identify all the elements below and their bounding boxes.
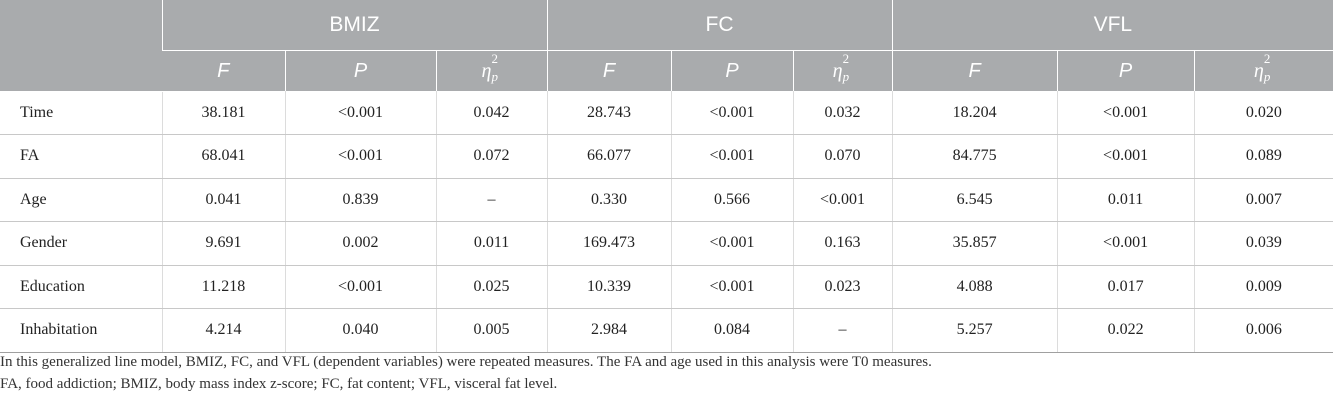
table-cell: 0.072 <box>435 134 548 179</box>
table-cell: 0.330 <box>546 178 672 222</box>
table-cell: 0.022 <box>1056 308 1195 353</box>
table-row: FA 68.041 <0.001 0.072 66.077 <0.001 0.0… <box>0 134 1333 179</box>
group-header-bmiz: BMIZ <box>161 0 548 51</box>
table-cell: 4.214 <box>161 308 285 353</box>
table-row: Age 0.041 0.839 – 0.330 0.566 <0.001 6.5… <box>0 178 1333 222</box>
table-cell: <0.001 <box>1056 91 1195 135</box>
table-cell: 10.339 <box>546 265 672 309</box>
table-cell: 169.473 <box>546 221 672 266</box>
table-row: Education 11.218 <0.001 0.025 10.339 <0.… <box>0 265 1333 309</box>
table-cell: 0.011 <box>1056 178 1195 222</box>
table-cell: 0.163 <box>792 221 893 266</box>
group-header-vfl: VFL <box>891 0 1333 51</box>
table-cell: 0.023 <box>792 265 893 309</box>
row-label: FA <box>0 134 162 179</box>
footnote-model-description: In this generalized line model, BMIZ, FC… <box>0 354 932 370</box>
table-cell: <0.001 <box>284 134 436 179</box>
table-cell: <0.001 <box>792 178 893 222</box>
table-cell: <0.001 <box>1056 134 1195 179</box>
row-label: Time <box>0 91 162 135</box>
table-cell: 0.040 <box>284 308 436 353</box>
table-cell: 0.005 <box>435 308 548 353</box>
table-cell: 28.743 <box>546 91 672 135</box>
table-row: Time 38.181 <0.001 0.042 28.743 <0.001 0… <box>0 91 1333 135</box>
table-cell: – <box>435 178 548 222</box>
table-cell: 84.775 <box>891 134 1058 179</box>
stat-header-p: P <box>284 50 436 91</box>
table-cell: 0.017 <box>1056 265 1195 309</box>
table-cell: 0.020 <box>1193 91 1333 135</box>
table-cell: 9.691 <box>161 221 285 266</box>
stat-header-f: F <box>162 50 285 91</box>
table-cell: <0.001 <box>670 221 794 266</box>
row-label: Inhabitation <box>0 308 162 353</box>
table-cell: 38.181 <box>161 91 285 135</box>
table-cell: 66.077 <box>546 134 672 179</box>
table-cell: 0.041 <box>161 178 285 222</box>
table-cell: 0.032 <box>792 91 893 135</box>
table-cell: 2.984 <box>546 308 672 353</box>
table-cell: 18.204 <box>891 91 1058 135</box>
table-cell: <0.001 <box>670 134 794 179</box>
row-label: Gender <box>0 221 162 266</box>
table-cell: 0.089 <box>1193 134 1333 179</box>
stat-header-p: P <box>670 50 794 91</box>
table-cell: 0.009 <box>1193 265 1333 309</box>
table-cell: 0.839 <box>284 178 436 222</box>
stat-header-f: F <box>546 50 672 91</box>
table-cell: <0.001 <box>284 265 436 309</box>
table-cell: 11.218 <box>161 265 285 309</box>
table-cell: 5.257 <box>891 308 1058 353</box>
table-cell: 35.857 <box>891 221 1058 266</box>
table-footnotes: In this generalized line model, BMIZ, FC… <box>0 351 1333 395</box>
table-cell: – <box>792 308 893 353</box>
table-body: Time 38.181 <0.001 0.042 28.743 <0.001 0… <box>0 91 1333 353</box>
table-cell: <0.001 <box>670 91 794 135</box>
table-cell: 0.566 <box>670 178 794 222</box>
row-header-cell <box>0 0 162 92</box>
row-label: Age <box>0 178 162 222</box>
table-cell: 68.041 <box>161 134 285 179</box>
table-cell: 0.011 <box>435 221 548 266</box>
row-label: Education <box>0 265 162 309</box>
table-cell: 0.070 <box>792 134 893 179</box>
table-cell: 0.042 <box>435 91 548 135</box>
footnote-abbreviations: FA, food addiction; BMIZ, body mass inde… <box>0 376 558 392</box>
stat-header-p: P <box>1056 50 1195 91</box>
table-cell: 0.006 <box>1193 308 1333 353</box>
table-cell: 0.002 <box>284 221 436 266</box>
group-header-fc: FC <box>546 0 893 51</box>
table-cell: 0.007 <box>1193 178 1333 222</box>
table-cell: 4.088 <box>891 265 1058 309</box>
table-row: Gender 9.691 0.002 0.011 169.473 <0.001 … <box>0 221 1333 266</box>
table-cell: 0.039 <box>1193 221 1333 266</box>
stat-header-f: F <box>891 50 1058 91</box>
table-cell: 0.025 <box>435 265 548 309</box>
table-cell: 0.084 <box>670 308 794 353</box>
table-cell: 6.545 <box>891 178 1058 222</box>
table-cell: <0.001 <box>284 91 436 135</box>
table-cell: <0.001 <box>1056 221 1195 266</box>
table-cell: <0.001 <box>670 265 794 309</box>
group-header-row: BMIZ FC VFL <box>0 0 1333 92</box>
table-row: Inhabitation 4.214 0.040 0.005 2.984 0.0… <box>0 308 1333 353</box>
